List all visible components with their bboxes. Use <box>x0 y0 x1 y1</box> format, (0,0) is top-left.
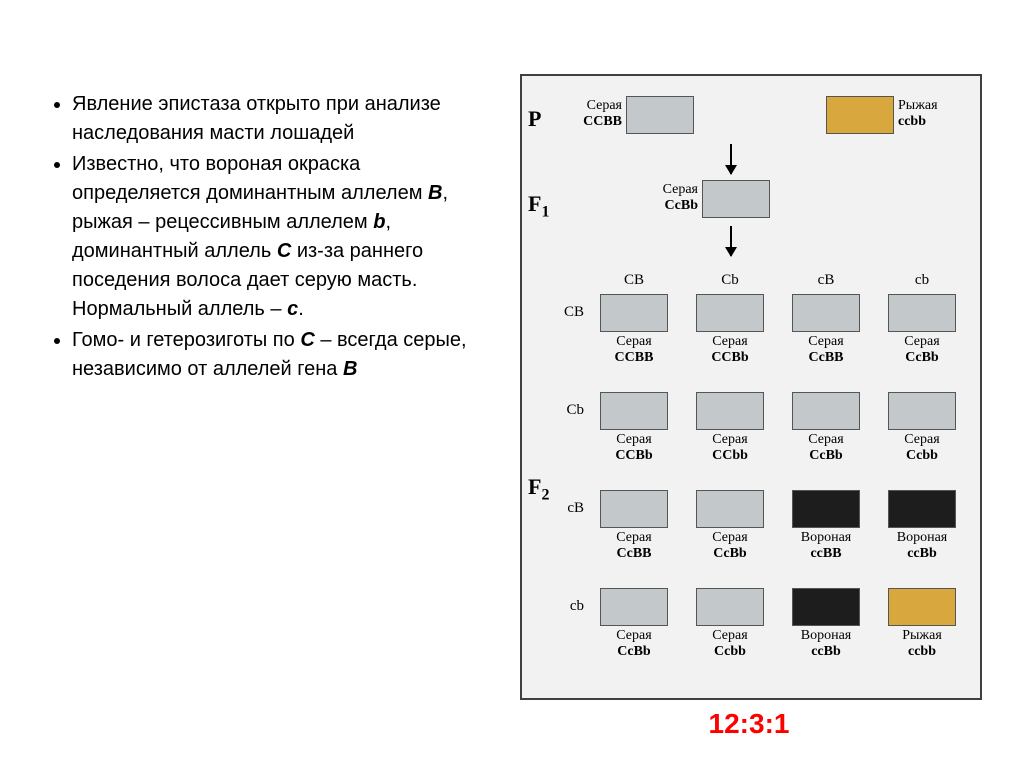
punnett-figure: PF1F2СераяCCBBРыжаяccbbСераяCcBbCBCbcBcb… <box>520 74 982 700</box>
row-gamete-label: cb <box>548 598 584 615</box>
swatch-label: СераяCCbb <box>690 432 770 464</box>
color-box <box>600 392 668 430</box>
page-root: Явление эпистаза открыто при анализе нас… <box>0 0 1024 767</box>
phenotype-swatch: СераяCcbb <box>882 392 962 464</box>
color-box <box>888 392 956 430</box>
phenotype-swatch: Рыжаяccbb <box>882 588 962 660</box>
column-gamete-label: Cb <box>690 272 770 289</box>
phenotype-swatch: Рыжаяccbb <box>820 96 900 134</box>
generation-label: P <box>528 106 541 132</box>
color-box <box>888 294 956 332</box>
bullet-item: Известно, что вороная окраска определяет… <box>72 150 478 324</box>
phenotype-swatch: СераяCCbb <box>690 392 770 464</box>
color-box <box>696 294 764 332</box>
phenotype-swatch: СераяCcbb <box>690 588 770 660</box>
phenotype-swatch: СераяCcBb <box>690 490 770 562</box>
color-box <box>888 490 956 528</box>
swatch-label: СераяCcBb <box>628 182 698 214</box>
color-box <box>626 96 694 134</box>
swatch-label: СераяCcBb <box>882 334 962 366</box>
swatch-label: СераяCcBb <box>786 432 866 464</box>
swatch-label: Рыжаяccbb <box>898 98 968 130</box>
bullet-text: Явление эпистаза открыто при анализе нас… <box>48 90 478 386</box>
bullet-list: Явление эпистаза открыто при анализе нас… <box>48 90 478 384</box>
swatch-label: СераяCcBb <box>690 530 770 562</box>
color-box <box>792 294 860 332</box>
phenotype-swatch: ВоронаяccBB <box>786 490 866 562</box>
swatch-label: СераяCCBB <box>594 334 674 366</box>
swatch-label: СераяCcBB <box>594 530 674 562</box>
phenotype-swatch: СераяCCBb <box>690 294 770 366</box>
color-box <box>696 490 764 528</box>
arrow-down-icon <box>730 226 732 256</box>
column-gamete-label: cb <box>882 272 962 289</box>
color-box <box>696 392 764 430</box>
figure-inner: PF1F2СераяCCBBРыжаяccbbСераяCcBbCBCbcBcb… <box>522 76 980 698</box>
phenotype-swatch: СераяCcBb <box>786 392 866 464</box>
swatch-label: СераяCCBb <box>690 334 770 366</box>
color-box <box>600 490 668 528</box>
color-box <box>600 294 668 332</box>
swatch-label: ВоронаяccBb <box>882 530 962 562</box>
phenotype-swatch: СераяCCBB <box>620 96 700 134</box>
phenotype-swatch: СераяCcBB <box>594 490 674 562</box>
swatch-label: СераяCcbb <box>882 432 962 464</box>
row-gamete-label: Cb <box>548 402 584 419</box>
column-gamete-label: cB <box>786 272 866 289</box>
bullet-item: Явление эпистаза открыто при анализе нас… <box>72 90 478 148</box>
generation-label: F1 <box>528 191 549 221</box>
generation-label: F2 <box>528 474 549 504</box>
color-box <box>792 588 860 626</box>
row-gamete-label: cB <box>548 500 584 517</box>
phenotype-swatch: СераяCcBb <box>594 588 674 660</box>
swatch-label: СераяCcbb <box>690 628 770 660</box>
bullet-item: Гомо- и гетерозиготы по C – всегда серые… <box>72 326 478 384</box>
swatch-label: СераяCcBB <box>786 334 866 366</box>
color-box <box>792 490 860 528</box>
swatch-label: СераяCCBb <box>594 432 674 464</box>
column-gamete-label: CB <box>594 272 674 289</box>
phenotype-swatch: ВоронаяccBb <box>786 588 866 660</box>
swatch-label: Рыжаяccbb <box>882 628 962 660</box>
phenotype-swatch: СераяCcBb <box>696 180 776 218</box>
phenotype-swatch: СераяCcBb <box>882 294 962 366</box>
swatch-label: ВоронаяccBb <box>786 628 866 660</box>
row-gamete-label: CB <box>548 304 584 321</box>
swatch-label: ВоронаяccBB <box>786 530 866 562</box>
color-box <box>792 392 860 430</box>
phenotype-swatch: ВоронаяccBb <box>882 490 962 562</box>
color-box <box>888 588 956 626</box>
arrow-down-icon <box>730 144 732 174</box>
phenotype-swatch: СераяCCBB <box>594 294 674 366</box>
swatch-label: СераяCcBb <box>594 628 674 660</box>
color-box <box>702 180 770 218</box>
phenotype-swatch: СераяCcBB <box>786 294 866 366</box>
phenotype-swatch: СераяCCBb <box>594 392 674 464</box>
swatch-label: СераяCCBB <box>552 98 622 130</box>
color-box <box>600 588 668 626</box>
phenotype-ratio: 12:3:1 <box>520 708 978 740</box>
color-box <box>696 588 764 626</box>
color-box <box>826 96 894 134</box>
